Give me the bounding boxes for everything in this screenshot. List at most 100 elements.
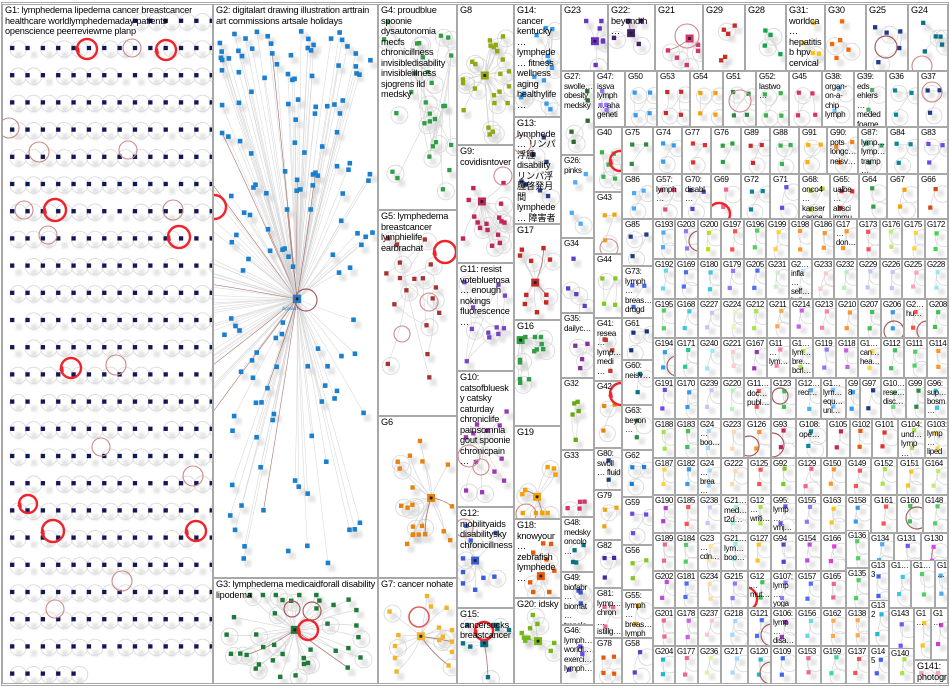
group-box-G151[interactable]: G151 (897, 458, 923, 495)
group-box-G88[interactable]: G88 (770, 127, 799, 174)
group-box-G47[interactable]: G47: issva lymph… aha geneti… (594, 71, 625, 127)
group-box-G109[interactable]: G109 (771, 646, 796, 684)
group-box-G187[interactable]: G187 (653, 458, 675, 495)
group-box-G71[interactable]: G71 (770, 174, 799, 219)
group-box-G160[interactable]: G160 (897, 495, 923, 533)
group-box-G157[interactable]: G157 (796, 571, 821, 608)
group-box-G163[interactable]: G163 (821, 495, 846, 533)
group-box-G191[interactable]: G191 (653, 378, 675, 419)
group-box-G213[interactable]: G213 (813, 299, 836, 338)
group-box-G190[interactable]: G190 (653, 495, 675, 533)
group-box-G99[interactable]: G99 (906, 378, 925, 419)
group-box-G18[interactable]: G18: knowyour… zebrafish lymphede… (514, 519, 561, 598)
group-box-G44[interactable]: G44 (594, 254, 622, 318)
group-box-G9[interactable]: G9: covidisntover (457, 145, 514, 263)
group-box-G173[interactable]: G173 (857, 219, 880, 259)
group-box-G126[interactable]: G126 (744, 419, 771, 458)
group-box-G166[interactable]: G166 (821, 533, 846, 571)
group-box-G159[interactable]: G159 (821, 646, 846, 684)
group-box-G165[interactable]: G165 (821, 571, 846, 608)
group-box-G228[interactable]: G228 (925, 259, 948, 299)
group-box-G220[interactable]: G220 (721, 378, 744, 419)
group-box-G45[interactable]: G45 (789, 71, 822, 127)
group-box-G82[interactable]: G82 (594, 540, 622, 588)
group-box-G79[interactable]: G79 (594, 490, 622, 540)
group-box-G144[interactable]: G1… (889, 560, 911, 608)
group-box-G226[interactable]: G226 (880, 259, 902, 299)
group-box-G56[interactable]: G56 (622, 545, 653, 590)
group-box-G203[interactable]: G203 (675, 219, 698, 259)
group-box-G85[interactable]: G85 (622, 219, 653, 266)
group-box-G147[interactable]: G1… (935, 560, 948, 608)
group-box-G232[interactable]: G232 (834, 259, 857, 299)
group-box-G227[interactable]: G227 (698, 299, 721, 338)
group-box-G66[interactable]: G66 (918, 174, 948, 219)
group-box-G114[interactable]: G114 (927, 338, 948, 378)
group-box-G118[interactable]: G118 (836, 338, 858, 378)
group-box-G119[interactable]: G119 (813, 338, 836, 378)
group-box-G70[interactable]: G70: disabl… (682, 174, 711, 219)
group-box-G32[interactable]: G32 (561, 378, 594, 450)
group-box-G117[interactable]: G1… can… hea… (858, 338, 881, 378)
group-box-G65[interactable]: G65: ualbe… absci immu… (830, 174, 859, 219)
group-box-G171[interactable]: G171 (675, 338, 698, 378)
group-box-G137[interactable]: G137 (846, 646, 869, 684)
group-box-G153[interactable]: G153 (796, 646, 821, 684)
group-box-G116[interactable]: G11… lym… (767, 338, 790, 378)
group-box-G127[interactable]: G127 (748, 533, 771, 571)
group-box-G233[interactable]: G233 (812, 259, 834, 299)
group-box-G178[interactable]: G178 (675, 608, 698, 646)
group-box-G216[interactable]: G21… med… t2d… (721, 495, 748, 533)
group-box-G152[interactable]: G152 (871, 458, 897, 495)
group-box-G214[interactable]: G214 (790, 299, 813, 338)
group-box-G107[interactable]: G107: lymp… yoga… (771, 571, 796, 608)
group-box-G37[interactable]: G37 (918, 71, 948, 127)
group-box-G49[interactable]: G49: biofabr… biomat… transla… lymph… (561, 572, 594, 625)
group-box-G167[interactable]: G167 (744, 338, 767, 378)
group-box-G6[interactable]: G6 (378, 416, 457, 578)
group-box-G172[interactable]: G172 (925, 219, 948, 259)
group-box-G128[interactable]: G12… mut… (748, 571, 771, 608)
group-box-G184[interactable]: G184 (675, 533, 698, 571)
group-box-G80[interactable]: G80: swoll… fluid (594, 448, 622, 490)
group-box-G200[interactable]: G200 (698, 219, 721, 259)
group-box-G162[interactable]: G162 (821, 608, 846, 646)
group-box-G72[interactable]: G72 (741, 174, 770, 219)
group-box-G145[interactable]: G145 (869, 646, 889, 684)
group-box-G133[interactable]: G133 (869, 560, 889, 608)
group-box-G36[interactable]: G36 (886, 71, 918, 127)
group-box-G46[interactable]: G46: lymph… worldl… exerci… lymph… (561, 625, 594, 684)
group-box-G192[interactable]: G192 (653, 259, 675, 299)
group-box-G168[interactable]: G168 (675, 299, 698, 338)
group-box-G100[interactable]: G10… rese… disc… (881, 378, 906, 419)
group-box-G11[interactable]: G11: resist votebluetosa… enough nokings… (457, 263, 514, 371)
group-box-G204[interactable]: G204 (653, 646, 675, 684)
group-box-G194[interactable]: G194 (653, 338, 675, 378)
group-box-G68[interactable]: G68: onco4… kanser cance… (799, 174, 830, 219)
group-box-G33[interactable]: G33 (561, 450, 594, 517)
group-box-G189[interactable]: G189 (653, 533, 675, 571)
group-box-G86[interactable]: G86 (622, 174, 653, 219)
group-box-G235[interactable]: G23… cdn… (698, 533, 721, 571)
group-box-G212[interactable]: G212 (744, 299, 767, 338)
group-box-G210[interactable]: G210 (836, 299, 858, 338)
group-box-G75[interactable]: G75 (622, 127, 653, 174)
group-box-G63[interactable]: G63: beyon… (622, 405, 653, 450)
group-box-G54[interactable]: G54 (690, 71, 723, 127)
group-box-G7[interactable]: G7: cancer nohate (378, 578, 457, 684)
group-box-G238[interactable]: G238 (698, 495, 721, 533)
group-box-G90[interactable]: G90: pots longc… neisv… (827, 127, 858, 174)
group-box-G219[interactable]: G21… lym… boo… (721, 533, 748, 571)
group-box-G15[interactable]: G15: cancersucks breastcancer (457, 608, 514, 684)
group-box-G69[interactable]: G69 (711, 174, 741, 219)
group-box-G120[interactable]: G120 (748, 646, 771, 684)
group-box-G38[interactable]: G38: organ-on-a-chip lymph… (822, 71, 854, 127)
group-box-G110[interactable]: G1… lym… equ… uni… (821, 378, 846, 419)
group-box-G1[interactable]: G1: lymphedema lipedema cancer breastcan… (2, 4, 213, 684)
group-box-G113[interactable]: G11… doc… publ… (744, 378, 771, 419)
group-box-G140[interactable]: G140 (889, 648, 914, 684)
group-box-G61[interactable]: G61 (622, 318, 653, 360)
group-box-G169[interactable]: G169 (675, 259, 698, 299)
group-box-G129[interactable]: G129 (796, 458, 821, 495)
group-box-G207[interactable]: G207 (858, 299, 881, 338)
